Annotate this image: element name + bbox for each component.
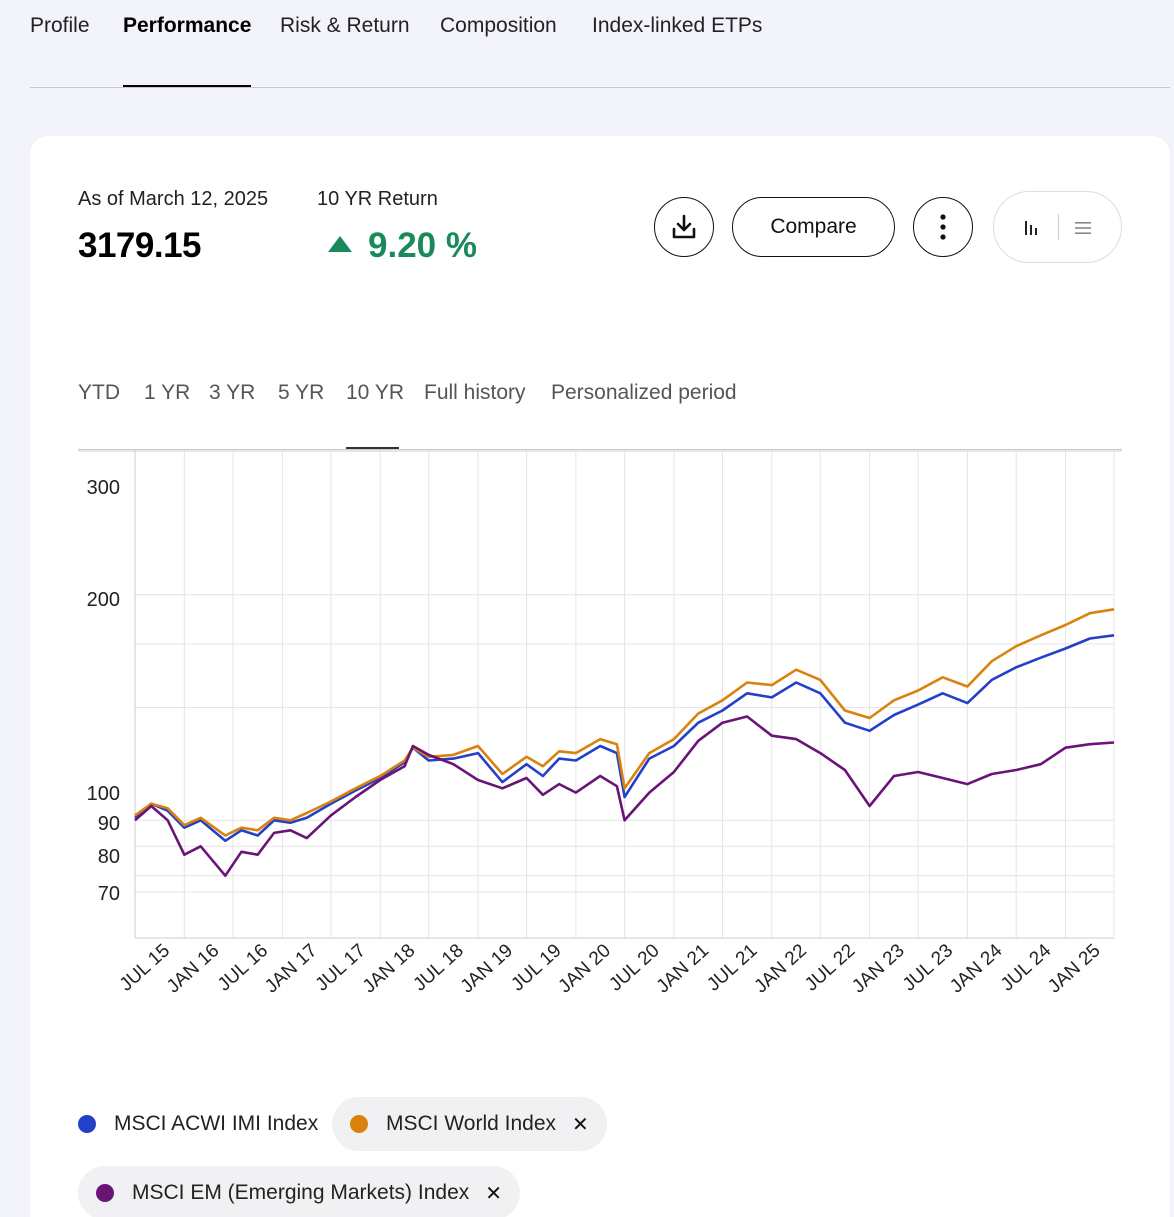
- x-tick-label: JUL 23: [899, 940, 957, 995]
- view-toggle: [993, 191, 1122, 263]
- legend-dot-acwi-imi: [78, 1115, 96, 1133]
- x-tick-label: JUL 19: [507, 940, 565, 995]
- close-icon[interactable]: ✕: [572, 1113, 589, 1136]
- active-period-indicator: [346, 447, 399, 449]
- period-personalized[interactable]: Personalized period: [551, 381, 737, 404]
- x-tick-label: JAN 20: [555, 940, 615, 997]
- x-tick-label: JAN 23: [848, 940, 908, 997]
- x-tick-label: JUL 22: [801, 940, 859, 995]
- tab-profile[interactable]: Profile: [30, 14, 90, 37]
- x-tick-label: JAN 17: [261, 940, 321, 997]
- top-tab-bar: Profile Performance Risk & Return Compos…: [30, 0, 1170, 88]
- legend-label: MSCI EM (Emerging Markets) Index: [132, 1181, 470, 1204]
- period-10yr[interactable]: 10 YR: [346, 381, 404, 404]
- y-tick-label: 80: [98, 846, 120, 868]
- legend-label: MSCI World Index: [386, 1112, 556, 1135]
- x-tick-label: JAN 21: [653, 940, 713, 997]
- compare-button[interactable]: Compare: [732, 197, 895, 257]
- series-line-2: [134, 715, 1115, 877]
- x-tick-label: JAN 16: [163, 940, 223, 997]
- x-tick-label: JAN 19: [457, 940, 517, 997]
- legend-item-acwi-imi[interactable]: MSCI ACWI IMI Index: [78, 1097, 318, 1151]
- close-icon[interactable]: ✕: [485, 1182, 503, 1205]
- return-value-wrapper: 9.20 %: [328, 226, 477, 266]
- x-tick-label: JAN 24: [946, 940, 1007, 998]
- period-ytd[interactable]: YTD: [78, 381, 120, 404]
- x-tick-label: JAN 18: [359, 940, 419, 997]
- tab-risk-return[interactable]: Risk & Return: [280, 14, 410, 37]
- legend-dot-em: [96, 1184, 114, 1202]
- toggle-divider: [1058, 214, 1059, 240]
- as-of-date: As of March 12, 2025: [78, 188, 269, 210]
- legend-dot-world: [350, 1115, 368, 1133]
- legend-label: MSCI ACWI IMI Index: [114, 1112, 319, 1135]
- tab-index-linked-etps[interactable]: Index-linked ETPs: [592, 14, 763, 37]
- tab-composition[interactable]: Composition: [440, 14, 557, 37]
- y-tick-label: 200: [87, 589, 120, 611]
- arrow-up-icon: [328, 236, 352, 252]
- x-tick-label: JUL 17: [312, 940, 370, 995]
- chart-view-icon[interactable]: [1022, 219, 1040, 237]
- series-line-1: [134, 608, 1115, 837]
- return-label: 10 YR Return: [317, 188, 438, 210]
- download-icon: [672, 214, 696, 239]
- period-1yr[interactable]: 1 YR: [144, 381, 191, 404]
- legend-item-em[interactable]: MSCI EM (Emerging Markets) Index ✕: [78, 1166, 521, 1217]
- period-3yr[interactable]: 3 YR: [209, 381, 256, 404]
- y-tick-label: 300: [87, 477, 120, 499]
- period-5yr[interactable]: 5 YR: [278, 381, 325, 404]
- series-line-0: [134, 634, 1115, 843]
- x-tick-label: JUL 21: [703, 940, 761, 995]
- legend-item-world[interactable]: MSCI World Index ✕: [332, 1097, 607, 1151]
- more-options-button[interactable]: [913, 197, 973, 257]
- x-tick-label: JAN 25: [1044, 940, 1104, 997]
- tab-performance[interactable]: Performance: [123, 14, 252, 37]
- list-view-icon[interactable]: [1074, 220, 1092, 236]
- y-tick-label: 100: [87, 783, 120, 805]
- x-tick-label: JUL 24: [997, 940, 1056, 996]
- period-tab-bar: YTD 1 YR 3 YR 5 YR 10 YR Full history Pe…: [78, 376, 1122, 450]
- return-value: 9.20 %: [368, 226, 477, 265]
- period-full-history[interactable]: Full history: [424, 381, 526, 404]
- y-tick-label: 70: [98, 883, 120, 905]
- x-tick-label: JUL 15: [116, 940, 174, 995]
- x-tick-label: JAN 22: [751, 940, 811, 997]
- download-button[interactable]: [654, 197, 714, 257]
- active-tab-indicator: [123, 85, 251, 87]
- x-tick-label: JUL 18: [410, 940, 468, 995]
- x-tick-label: JUL 20: [605, 940, 663, 995]
- x-tick-label: JUL 16: [214, 940, 272, 995]
- performance-card: As of March 12, 2025 3179.15 10 YR Retur…: [30, 136, 1170, 1217]
- y-tick-label: 90: [98, 813, 120, 835]
- index-value: 3179.15: [78, 226, 202, 265]
- more-vertical-icon: [940, 214, 946, 240]
